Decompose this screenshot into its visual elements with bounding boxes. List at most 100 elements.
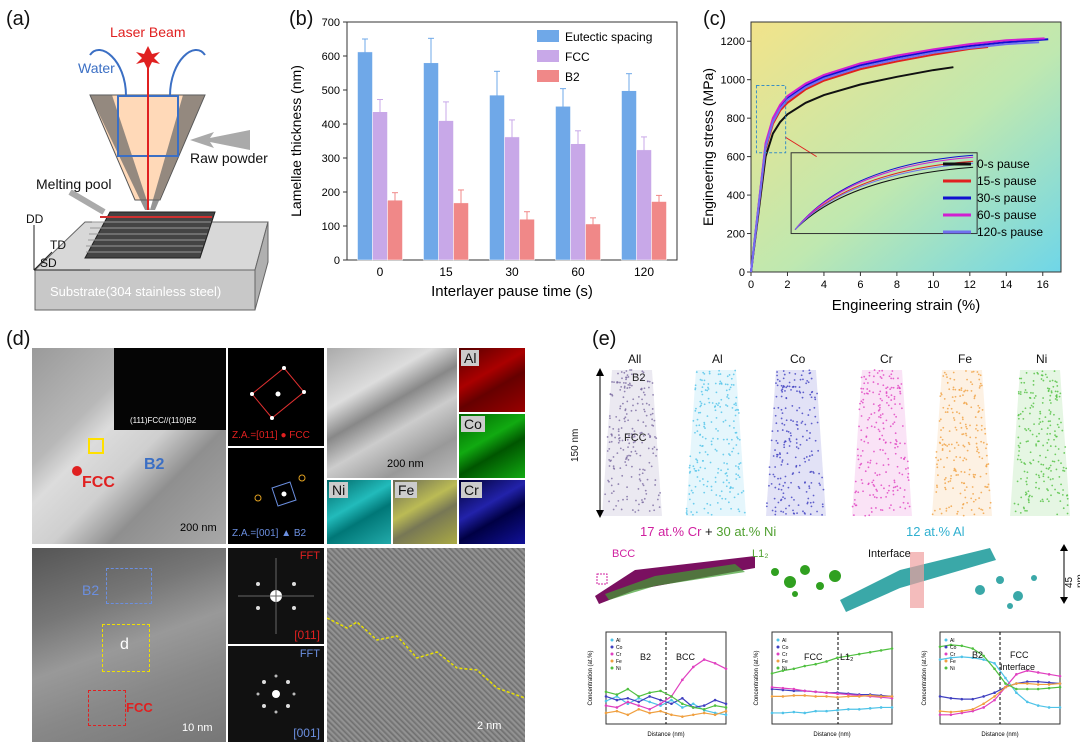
hrtem-interface-image: 2 nm	[327, 548, 525, 742]
fft-image-fcc: FFT [011]	[228, 548, 324, 644]
bar	[570, 143, 586, 261]
fcc-region-box	[88, 690, 126, 726]
proxigram-point	[890, 706, 894, 709]
panel-e: (e) All Al Co Cr Fe Ni 150 nm B2 FCC 17 …	[540, 322, 1080, 745]
proxigram-line	[940, 670, 1061, 716]
bar	[438, 120, 454, 261]
proxigram-line	[939, 681, 1061, 700]
prox3-right-phase: FCC	[1010, 650, 1029, 660]
proxigram-point	[1025, 682, 1029, 685]
proxigram-point	[803, 711, 807, 715]
proxigram-point	[615, 706, 619, 709]
proxigram-point	[868, 707, 872, 710]
y-axis-label: Engineering stress (MPa)	[700, 68, 716, 226]
water-label: Water	[78, 60, 115, 76]
panel-label-c: (c)	[703, 8, 727, 30]
x-tick-label: 6	[857, 279, 863, 291]
proxigram-point	[781, 695, 785, 698]
saed-fcc-spots	[250, 366, 306, 420]
x-tick-label: 14	[1000, 279, 1012, 291]
legend-marker	[776, 645, 780, 649]
y-axis-label: Lamellae thickness (nm)	[288, 65, 304, 217]
legend-label: Co	[782, 645, 789, 651]
legend-swatch	[537, 50, 559, 62]
legend-marker	[610, 652, 614, 656]
proxigram-x-label: Distance (nm)	[647, 732, 684, 738]
legend-label: Al	[616, 638, 620, 644]
proxigram-point	[836, 692, 839, 695]
proxigram-point	[847, 707, 850, 711]
eds-label-fe: Fe	[395, 482, 418, 498]
apt-size-label-45: 45 nm	[1064, 574, 1080, 588]
proxigram-point	[1004, 682, 1007, 685]
proxigram-point	[993, 667, 996, 671]
fft-label-fcc: FFT	[299, 550, 320, 562]
fft-index-011: [011]	[294, 628, 320, 642]
proxigram-point	[604, 695, 608, 698]
selection-marker	[88, 438, 104, 454]
legend-label: Al	[950, 638, 954, 644]
legend-label: Ni	[950, 666, 955, 672]
tem-bright-field-image: FCC B2 (111)FCC//(110)B2 200 nm	[32, 348, 226, 544]
proxigram-point	[659, 689, 662, 693]
x-tick-label: 10	[927, 279, 939, 291]
proxigram-point	[691, 706, 695, 709]
proxigram-point	[960, 711, 964, 715]
proxigram-point	[648, 700, 651, 704]
proxigram-point	[615, 709, 619, 713]
b2-region-box	[106, 568, 152, 604]
proxigram-point	[960, 655, 964, 659]
proxigram-point	[770, 711, 774, 715]
iso-ni-value: 30 at.% Ni	[716, 524, 777, 539]
deposited-layers	[84, 211, 216, 259]
legend-label: Al	[782, 638, 786, 644]
proxigram-point	[982, 695, 985, 698]
proxigram-line	[939, 682, 1061, 713]
inset-curve	[794, 156, 974, 230]
apt-fcc-label: FCC	[624, 432, 647, 444]
panel-label-d: (d)	[6, 328, 31, 350]
inset-curve	[794, 166, 974, 230]
bar	[555, 106, 571, 261]
bar	[636, 149, 652, 261]
proxigram-point	[1025, 680, 1029, 683]
y-tick-label: 400	[322, 119, 340, 131]
proxigram-point	[792, 710, 796, 714]
melting-pool-label: Melting pool	[36, 176, 112, 192]
proxigram-line	[771, 647, 893, 674]
legend-label: Co	[616, 645, 623, 651]
proxigram-point	[971, 656, 975, 660]
legend-marker	[944, 666, 948, 670]
panel-d: (d) FCC B2 (111)FCC//(110)B2 200 nm Z.A.…	[0, 322, 540, 745]
plot-background	[750, 21, 1062, 273]
proxigram-point	[626, 696, 630, 700]
bcc-label: BCC	[612, 548, 636, 560]
proxigram-point	[971, 709, 975, 713]
stress-strain-curve	[750, 41, 1040, 273]
y-tick-label: 400	[727, 190, 745, 202]
proxigram-point	[1025, 687, 1029, 691]
proxigram-point	[949, 643, 953, 647]
proxigram-point	[868, 650, 872, 654]
bar	[621, 90, 637, 261]
iso-surface-al	[840, 548, 1037, 612]
interface-label: Interface	[868, 548, 911, 560]
bar	[372, 111, 388, 261]
proxigram-point	[993, 695, 996, 698]
raw-powder-arrow	[190, 130, 250, 150]
fft-index-001: [001]	[293, 726, 320, 740]
eds-label-al: Al	[461, 350, 480, 366]
proxigram-line	[605, 695, 727, 709]
bar	[423, 62, 439, 261]
proxigram-point	[604, 690, 608, 694]
legend-label: 15-s pause	[977, 174, 1037, 188]
proxigram-point	[648, 695, 651, 698]
proxigram-point	[604, 711, 608, 715]
proxigram-point	[960, 709, 964, 713]
proxigram-point	[960, 644, 964, 648]
proxigram-point	[890, 695, 894, 698]
proxigram-line	[772, 706, 892, 714]
fft-image-b2: FFT [001]	[228, 646, 324, 742]
proxigram-point	[691, 702, 695, 706]
